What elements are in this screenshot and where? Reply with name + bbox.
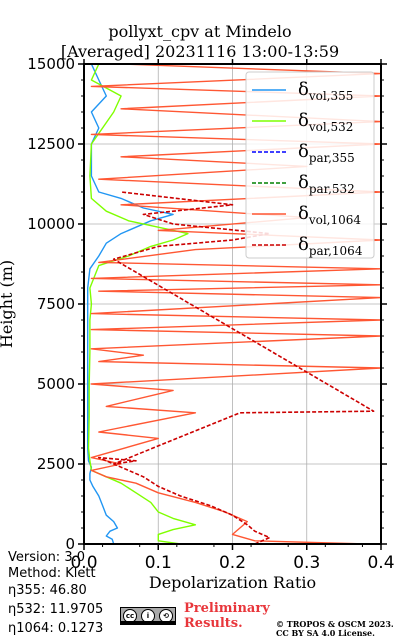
legend-label: δpar,355: [298, 141, 355, 165]
legend-subscript: par,1064: [309, 244, 363, 258]
legend-label: δpar,1064: [298, 234, 363, 258]
cc-license-strip: [120, 621, 176, 625]
x-tick-label: 0.0: [70, 553, 97, 573]
chart-title: pollyxt_cpv at Mindelo: [108, 22, 292, 41]
y-axis-label: Height (m): [0, 260, 16, 348]
y-tick-label: 10000: [27, 215, 75, 233]
eta532-text: η532: 11.9705: [8, 602, 104, 617]
license-line: CC BY SA 4.0 License.: [276, 628, 375, 638]
legend-subscript: par,532: [309, 182, 355, 196]
legend-subscript: vol,355: [308, 89, 354, 103]
legend-label: δvol,532: [298, 110, 353, 134]
series-line-vol355: [87, 64, 174, 544]
results-label: Results.: [184, 616, 243, 631]
series-line-vol1064: [90, 64, 381, 544]
method-text: Method: Klett: [8, 566, 96, 581]
eta1064-text: η1064: 0.1273: [8, 621, 104, 636]
legend-symbol: δ: [298, 110, 309, 131]
legend-label: δvol,355: [298, 79, 353, 103]
x-tick-label: 0.2: [219, 553, 246, 573]
legend-symbol: δ: [298, 203, 309, 224]
legend-label: δpar,532: [298, 172, 355, 196]
legend-symbol: δ: [298, 172, 309, 193]
x-axis-label: Depolarization Ratio: [149, 573, 316, 592]
legend-label: δvol,1064: [298, 203, 361, 227]
legend-subscript: vol,1064: [308, 213, 362, 227]
series-line-vol532: [87, 64, 197, 544]
series-group: [87, 64, 381, 544]
series-line-par1064: [98, 191, 375, 544]
legend-symbol: δ: [298, 79, 309, 100]
preliminary-label: Preliminary: [184, 601, 270, 616]
x-tick-label: 0.4: [367, 553, 394, 573]
chart-subtitle: [Averaged] 20231116 13:00-13:59: [60, 42, 340, 61]
x-tick-label: 0.1: [145, 553, 172, 573]
y-tick-label: 0: [65, 535, 75, 553]
y-tick-label: 5000: [37, 375, 75, 393]
legend-subscript: par,355: [309, 151, 355, 165]
version-text: Version: 3.0: [8, 550, 85, 565]
legend-subscript: vol,532: [308, 120, 354, 134]
legend-symbol: δ: [298, 141, 309, 162]
legend-box: [245, 71, 375, 259]
y-tick-label: 12500: [27, 135, 75, 153]
legend-symbol: δ: [298, 234, 309, 255]
copyright-line: © TROPOS & OSCM 2023.: [276, 619, 394, 629]
y-tick-label: 7500: [37, 295, 75, 313]
y-tick-label: 2500: [37, 455, 75, 473]
eta355-text: η355: 46.80: [8, 583, 87, 598]
x-tick-label: 0.3: [293, 553, 320, 573]
y-tick-label: 15000: [27, 55, 75, 73]
